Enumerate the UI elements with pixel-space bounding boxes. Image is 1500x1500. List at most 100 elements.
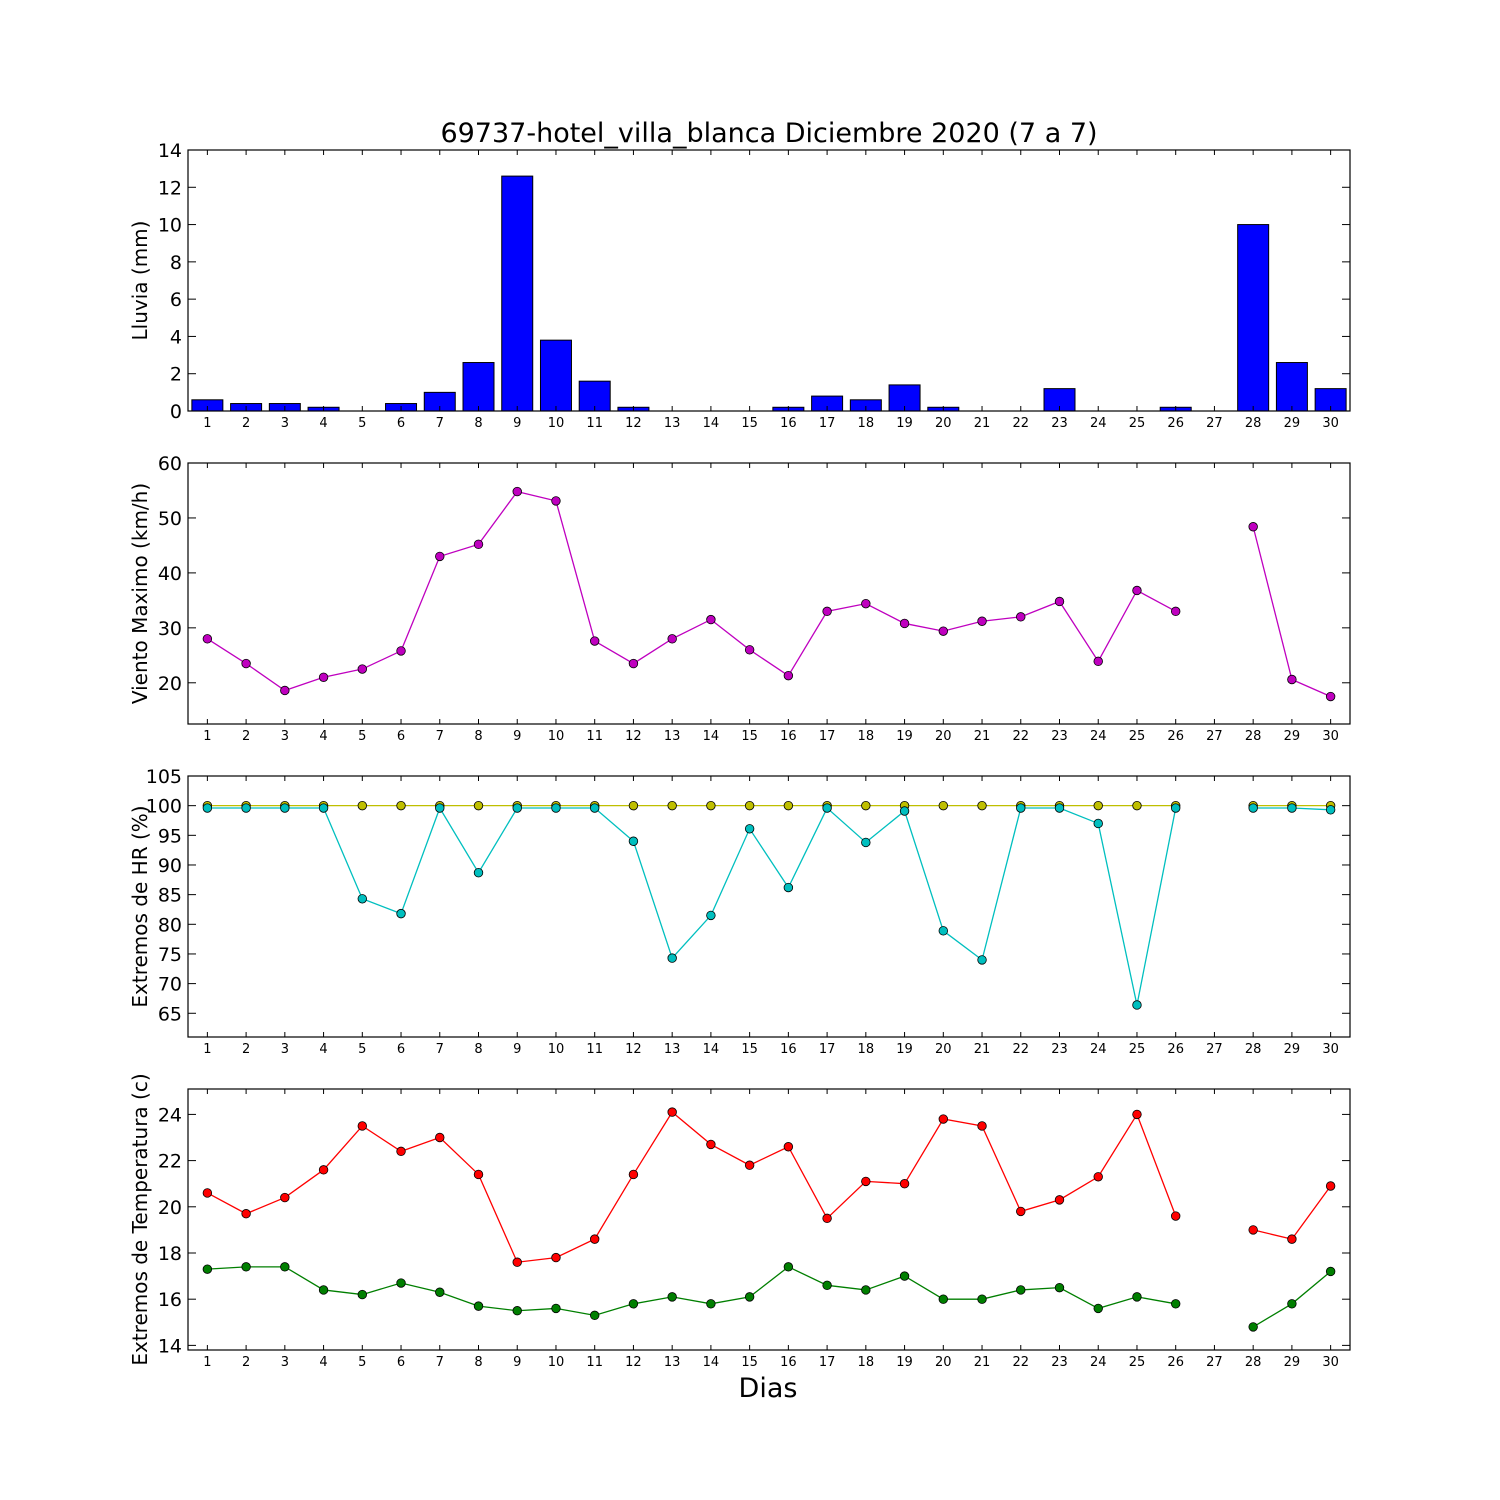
x-tick-label: 3 bbox=[281, 416, 289, 431]
x-tick-label: 13 bbox=[664, 729, 681, 744]
y-tick-label: 65 bbox=[158, 1003, 182, 1025]
x-axis-label: Dias bbox=[739, 1373, 798, 1404]
x-tick-label: 21 bbox=[974, 1042, 991, 1057]
x-tick-label: 23 bbox=[1051, 729, 1068, 744]
x-tick-label: 3 bbox=[281, 729, 289, 744]
y-tick-label: 12 bbox=[158, 177, 182, 199]
y-axis-label: Lluvia (mm) bbox=[128, 221, 152, 341]
series-1-point-day-5 bbox=[357, 1121, 368, 1131]
series-2-point-day-12 bbox=[628, 1299, 639, 1309]
x-tick-label: 6 bbox=[397, 1042, 405, 1057]
y-tick-label: 0 bbox=[170, 401, 182, 423]
series-1-point-day-16 bbox=[783, 1142, 794, 1152]
series-1-point-day-5 bbox=[357, 800, 368, 811]
y-tick-label: 60 bbox=[158, 453, 182, 475]
series-2-point-day-28 bbox=[1248, 1322, 1258, 1332]
x-tick-label: 19 bbox=[896, 1042, 913, 1057]
x-tick-label: 30 bbox=[1322, 1042, 1339, 1057]
series-1-point-day-2 bbox=[241, 1209, 251, 1219]
series-1-point-day-14 bbox=[706, 614, 716, 625]
series-2-point-day-19 bbox=[899, 1271, 910, 1281]
y-tick-label: 75 bbox=[158, 944, 182, 966]
series-1-point-day-25 bbox=[1132, 1109, 1142, 1120]
x-tick-label: 13 bbox=[664, 1042, 681, 1057]
series-2-point-day-9 bbox=[512, 1306, 522, 1316]
x-tick-label: 9 bbox=[513, 1042, 521, 1057]
series-1-point-day-24 bbox=[1093, 656, 1103, 667]
y-tick-label: 80 bbox=[158, 914, 182, 936]
series-2-point-day-9 bbox=[512, 803, 522, 813]
series-2-point-day-1 bbox=[202, 803, 213, 813]
series-1-point-day-16 bbox=[783, 800, 794, 811]
x-tick-label: 22 bbox=[1012, 1042, 1029, 1057]
x-tick-label: 28 bbox=[1245, 416, 1262, 431]
series-2-point-day-14 bbox=[706, 910, 716, 921]
y-tick-label: 70 bbox=[158, 974, 182, 996]
series-1-point-day-23 bbox=[1054, 596, 1065, 607]
series-2-point-day-6 bbox=[396, 908, 406, 919]
series-1-point-day-13 bbox=[667, 800, 677, 811]
x-tick-label: 2 bbox=[242, 729, 250, 744]
x-tick-label: 25 bbox=[1129, 1355, 1146, 1370]
series-1-point-day-18 bbox=[861, 598, 871, 609]
x-tick-label: 1 bbox=[203, 1042, 211, 1057]
series-2-point-day-7 bbox=[435, 1287, 445, 1297]
x-tick-label: 27 bbox=[1206, 729, 1223, 744]
series-1-point-day-11 bbox=[590, 1234, 600, 1244]
x-tick-label: 26 bbox=[1167, 1355, 1184, 1370]
panel-2-frame bbox=[187, 462, 1351, 725]
series-1-point-day-21 bbox=[977, 800, 987, 811]
series-1-point-day-18 bbox=[861, 800, 871, 811]
bar-day-29 bbox=[1275, 362, 1308, 412]
x-tick-label: 18 bbox=[858, 416, 875, 431]
x-tick-label: 10 bbox=[548, 1355, 565, 1370]
series-2-point-day-20 bbox=[938, 926, 949, 936]
x-tick-label: 3 bbox=[281, 1042, 289, 1057]
y-tick-label: 14 bbox=[158, 140, 182, 162]
x-tick-label: 29 bbox=[1284, 416, 1301, 431]
series-1-point-day-12 bbox=[628, 1169, 639, 1180]
series-2-point-day-25 bbox=[1132, 1000, 1142, 1010]
series-1-point-day-8 bbox=[473, 539, 484, 550]
x-tick-label: 15 bbox=[741, 1355, 758, 1370]
x-tick-label: 28 bbox=[1245, 729, 1262, 744]
x-tick-label: 20 bbox=[935, 416, 952, 431]
x-tick-label: 19 bbox=[896, 729, 913, 744]
series-2-point-day-18 bbox=[861, 1285, 871, 1295]
y-tick-label: 24 bbox=[158, 1104, 182, 1126]
y-tick-label: 10 bbox=[158, 215, 182, 237]
series-1-point-day-18 bbox=[861, 1176, 871, 1187]
panels: 1 2 3 4 5 6 7 8 9 10 11 12 13 14 15 16 17 18 19 20 21 22 23 24 2… bbox=[128, 140, 1351, 1370]
series-2-point-day-30 bbox=[1325, 805, 1336, 815]
x-tick-label: 17 bbox=[819, 729, 836, 744]
x-tick-label: 26 bbox=[1167, 416, 1184, 431]
series-2-point-day-7 bbox=[435, 803, 445, 813]
x-tick-label: 7 bbox=[436, 1355, 444, 1370]
series-1-point-day-12 bbox=[628, 800, 639, 811]
series-1-point-day-14 bbox=[706, 800, 716, 811]
x-tick-label: 28 bbox=[1245, 1355, 1262, 1370]
x-tick-label: 24 bbox=[1090, 1042, 1107, 1057]
series-1-point-day-20 bbox=[938, 626, 949, 636]
x-tick-label: 7 bbox=[436, 416, 444, 431]
bar-day-9 bbox=[501, 175, 534, 412]
series-1-point-day-8 bbox=[473, 1169, 484, 1180]
x-tick-label: 11 bbox=[586, 416, 603, 431]
x-tick-label: 2 bbox=[242, 416, 250, 431]
y-tick-label: 40 bbox=[158, 563, 182, 585]
series-2-point-day-1 bbox=[202, 1264, 213, 1274]
series-2-point-day-14 bbox=[706, 1299, 716, 1309]
x-tick-label: 10 bbox=[548, 729, 565, 744]
x-tick-label: 25 bbox=[1129, 416, 1146, 431]
y-tick-label: 100 bbox=[146, 796, 182, 818]
x-tick-label: 12 bbox=[625, 416, 642, 431]
x-tick-label: 26 bbox=[1167, 1042, 1184, 1057]
y-tick-label: 50 bbox=[158, 508, 182, 530]
x-tick-label: 21 bbox=[974, 1355, 991, 1370]
x-tick-label: 15 bbox=[741, 729, 758, 744]
series-1-point-day-14 bbox=[706, 1139, 716, 1150]
y-tick-label: 20 bbox=[158, 673, 182, 695]
x-tick-label: 14 bbox=[703, 729, 720, 744]
x-tick-label: 3 bbox=[281, 1355, 289, 1370]
